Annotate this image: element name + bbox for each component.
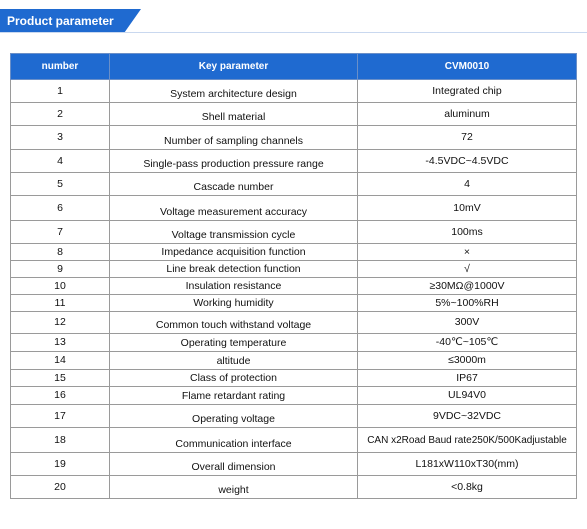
table-row: 9 Line break detection function √ <box>10 260 577 278</box>
row-number: 12 <box>10 311 110 334</box>
row-parameter-name: Impedance acquisition function <box>109 243 358 261</box>
table-row: 20 weight <0.8kg <box>10 475 577 499</box>
row-number: 11 <box>10 294 110 312</box>
row-number: 2 <box>10 102 110 126</box>
row-parameter-name: System architecture design <box>109 79 358 103</box>
table-row: 18 Communication interface CAN x2Road Baud… <box>10 427 577 453</box>
table-row: 12 Common touch withstand voltage 300V <box>10 311 577 334</box>
table-row: 10 Insulation resistance ≥30MΩ@1000V <box>10 277 577 295</box>
row-parameter-value: 100ms <box>357 220 577 244</box>
row-number: 6 <box>10 195 110 221</box>
table-row: 4 Single-pass production pressure range -4… <box>10 149 577 173</box>
row-parameter-value: ≤3000m <box>357 351 577 370</box>
table-row: 7 Voltage transmission cycle 100ms <box>10 220 577 244</box>
row-parameter-value: 4 <box>357 172 577 196</box>
row-parameter-name: Single-pass production pressure range <box>109 149 358 173</box>
row-number: 4 <box>10 149 110 173</box>
row-number: 14 <box>10 351 110 370</box>
column-header-model: CVM0010 <box>357 53 577 80</box>
row-parameter-name: Working humidity <box>109 294 358 312</box>
row-parameter-name: Flame retardant rating <box>109 386 358 405</box>
row-parameter-value: × <box>357 243 577 261</box>
column-header-key-parameter: Key parameter <box>109 53 358 80</box>
row-parameter-name: Voltage measurement accuracy <box>109 195 358 221</box>
row-parameter-value: √ <box>357 260 577 278</box>
row-number: 20 <box>10 475 110 499</box>
row-parameter-name: Number of sampling channels <box>109 125 358 150</box>
row-parameter-value: 5%~100%RH <box>357 294 577 312</box>
row-parameter-value: -4.5VDC~4.5VDC <box>357 149 577 173</box>
table-row: 6 Voltage measurement accuracy 10mV <box>10 195 577 221</box>
row-parameter-name: Line break detection function <box>109 260 358 278</box>
row-number: 1 <box>10 79 110 103</box>
row-parameter-name: Communication interface <box>109 427 358 453</box>
section-title: Product parameter <box>7 14 114 28</box>
row-parameter-value: CAN x2Road Baud rate250K/500Kadjustable <box>357 427 577 453</box>
row-parameter-name: Insulation resistance <box>109 277 358 295</box>
section-title-banner: Product parameter <box>0 9 141 33</box>
row-parameter-value: aluminum <box>357 102 577 126</box>
row-parameter-name: Shell material <box>109 102 358 126</box>
row-number: 3 <box>10 125 110 150</box>
row-parameter-name: altitude <box>109 351 358 370</box>
row-parameter-name: Class of protection <box>109 369 358 387</box>
title-underline <box>0 32 587 33</box>
column-header-number: number <box>10 53 110 80</box>
row-parameter-name: Voltage transmission cycle <box>109 220 358 244</box>
table-body: 1 System architecture design Integrated ch… <box>10 79 577 499</box>
row-parameter-value: -40℃~105℃ <box>357 333 577 352</box>
row-parameter-value: IP67 <box>357 369 577 387</box>
row-number: 13 <box>10 333 110 352</box>
row-parameter-name: Common touch withstand voltage <box>109 311 358 334</box>
row-parameter-value: 9VDC~32VDC <box>357 404 577 428</box>
row-number: 16 <box>10 386 110 405</box>
table-row: 1 System architecture design Integrated ch… <box>10 79 577 103</box>
table-row: 19 Overall dimension L181xW110xT30(mm) <box>10 452 577 476</box>
table-row: 17 Operating voltage 9VDC~32VDC <box>10 404 577 428</box>
table-row: 14 altitude ≤3000m <box>10 351 577 370</box>
row-parameter-value: UL94V0 <box>357 386 577 405</box>
table-row: 5 Cascade number 4 <box>10 172 577 196</box>
table-row: 8 Impedance acquisition function × <box>10 243 577 261</box>
row-parameter-value: Integrated chip <box>357 79 577 103</box>
row-parameter-name: Operating temperature <box>109 333 358 352</box>
row-parameter-value: L181xW110xT30(mm) <box>357 452 577 476</box>
row-parameter-value: <0.8kg <box>357 475 577 499</box>
product-parameter-table: number Key parameter CVM0010 1 System arc… <box>10 53 577 499</box>
row-parameter-name: Operating voltage <box>109 404 358 428</box>
row-parameter-value: 10mV <box>357 195 577 221</box>
row-number: 9 <box>10 260 110 278</box>
table-header-row: number Key parameter CVM0010 <box>10 53 577 80</box>
row-number: 7 <box>10 220 110 244</box>
row-parameter-name: weight <box>109 475 358 499</box>
table-row: 2 Shell material aluminum <box>10 102 577 126</box>
row-parameter-name: Overall dimension <box>109 452 358 476</box>
row-number: 18 <box>10 427 110 453</box>
row-number: 17 <box>10 404 110 428</box>
row-number: 5 <box>10 172 110 196</box>
row-parameter-value: 300V <box>357 311 577 334</box>
row-number: 10 <box>10 277 110 295</box>
row-parameter-name: Cascade number <box>109 172 358 196</box>
table-row: 13 Operating temperature -40℃~105℃ <box>10 333 577 352</box>
table-row: 11 Working humidity 5%~100%RH <box>10 294 577 312</box>
row-number: 8 <box>10 243 110 261</box>
table-row: 15 Class of protection IP67 <box>10 369 577 387</box>
table-row: 16 Flame retardant rating UL94V0 <box>10 386 577 405</box>
row-parameter-value: 72 <box>357 125 577 150</box>
row-parameter-value: ≥30MΩ@1000V <box>357 277 577 295</box>
table-row: 3 Number of sampling channels 72 <box>10 125 577 150</box>
row-number: 15 <box>10 369 110 387</box>
row-number: 19 <box>10 452 110 476</box>
